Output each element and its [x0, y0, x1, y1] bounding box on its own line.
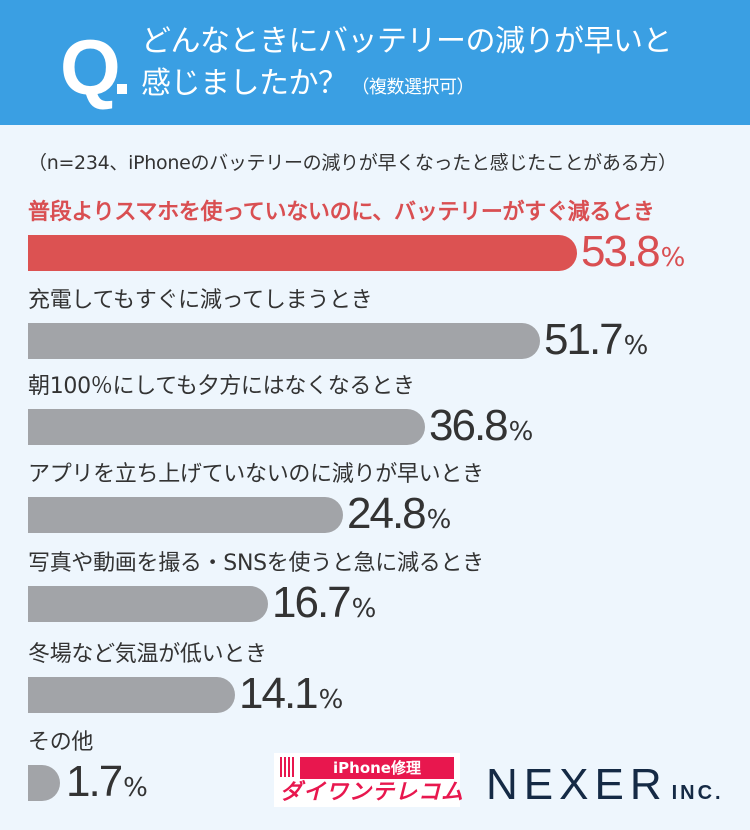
chart-row: 充電してもすぐに減ってしまうとき 51.7%: [28, 286, 728, 364]
bar: [28, 586, 268, 622]
percent-value: 14.1%: [239, 666, 343, 722]
nexer-logo-main: NEXER: [486, 760, 668, 809]
q-dot-decoration: [117, 84, 127, 94]
bar: [28, 677, 235, 713]
percent-unit: %: [623, 331, 649, 361]
percent-number: 16.7: [272, 578, 352, 627]
stripes-icon: [280, 757, 296, 777]
percent-unit: %: [426, 505, 452, 535]
nexer-logo: NEXER INC.: [486, 760, 724, 810]
percent-value: 24.8%: [347, 486, 451, 542]
chart-row: 普段よりスマホを使っていないのに、バッテリーがすぐ減るとき 53.8%: [28, 198, 728, 276]
bar-line: 24.8%: [28, 489, 728, 538]
chart-row: アプリを立ち上げていないのに減りが早いとき 24.8%: [28, 460, 728, 538]
row-label: 朝100％にしても夕方にはなくなるとき: [28, 374, 415, 399]
bar-line: 14.1%: [28, 669, 728, 718]
row-label: アプリを立ち上げていないのに減りが早いとき: [28, 462, 484, 487]
chart-row: 写真や動画を撮る・SNSを使うと急に減るとき 16.7%: [28, 549, 728, 627]
question-line-1: どんなときにバッテリーの減りが早いと: [141, 24, 673, 59]
percent-unit: %: [660, 243, 686, 273]
q-mark: Q: [60, 23, 121, 111]
bar: [28, 765, 60, 801]
chart-row: その他 1.7%: [28, 728, 728, 806]
percent-number: 36.8: [429, 401, 509, 450]
chart-row: 朝100％にしても夕方にはなくなるとき 36.8%: [28, 372, 728, 450]
question-header: Q どんなときにバッテリーの減りが早いと 感じましたか？ （複数選択可）: [0, 0, 750, 125]
percent-number: 14.1: [239, 669, 319, 718]
bar: [28, 409, 425, 445]
row-label: 充電してもすぐに減ってしまうとき: [28, 288, 373, 313]
percent-number: 51.7: [544, 315, 624, 364]
question-note: （複数選択可）: [351, 77, 475, 98]
percent-number: 24.8: [347, 489, 427, 538]
percent-number: 1.7: [66, 757, 123, 806]
percent-value: 53.8%: [581, 224, 685, 280]
bar: [28, 497, 343, 533]
bar: [28, 323, 540, 359]
sample-note: （n=234、iPhoneのバッテリーの減りが早くなったと感じたことがある方）: [28, 152, 677, 174]
percent-unit: %: [123, 773, 148, 803]
row-label: その他: [28, 730, 94, 755]
row-label: 冬場など気温が低いとき: [28, 642, 267, 667]
row-label: 普段よりスマホを使っていないのに、バッテリーがすぐ減るとき: [28, 200, 655, 225]
bar: [28, 235, 577, 271]
chart-row: 冬場など気温が低いとき 14.1%: [28, 640, 728, 718]
bar-line: 16.7%: [28, 578, 728, 627]
percent-unit: %: [351, 594, 377, 624]
nexer-logo-inc: INC.: [671, 782, 724, 804]
daiwan-logo-top: iPhone修理: [300, 757, 454, 779]
percent-number: 53.8: [581, 227, 661, 276]
percent-unit: %: [318, 685, 344, 715]
daiwan-telecom-logo: iPhone修理 ダイワンテレコム: [274, 753, 465, 807]
percent-value: 1.7%: [66, 754, 148, 810]
percent-unit: %: [508, 417, 534, 447]
row-label: 写真や動画を撮る・SNSを使うと急に減るとき: [28, 551, 484, 576]
question-text: 感じましたか？: [141, 66, 348, 101]
percent-value: 51.7%: [544, 312, 648, 368]
bar-line: 53.8%: [28, 227, 728, 276]
question-line-2: 感じましたか？ （複数選択可）: [141, 64, 474, 108]
bar-line: 51.7%: [28, 315, 728, 364]
bar-line: 36.8%: [28, 401, 728, 450]
bar-line: 1.7%: [28, 757, 728, 806]
percent-value: 16.7%: [272, 575, 376, 631]
daiwan-logo-bottom: ダイワンテレコム: [280, 780, 465, 805]
percent-value: 36.8%: [429, 398, 533, 454]
